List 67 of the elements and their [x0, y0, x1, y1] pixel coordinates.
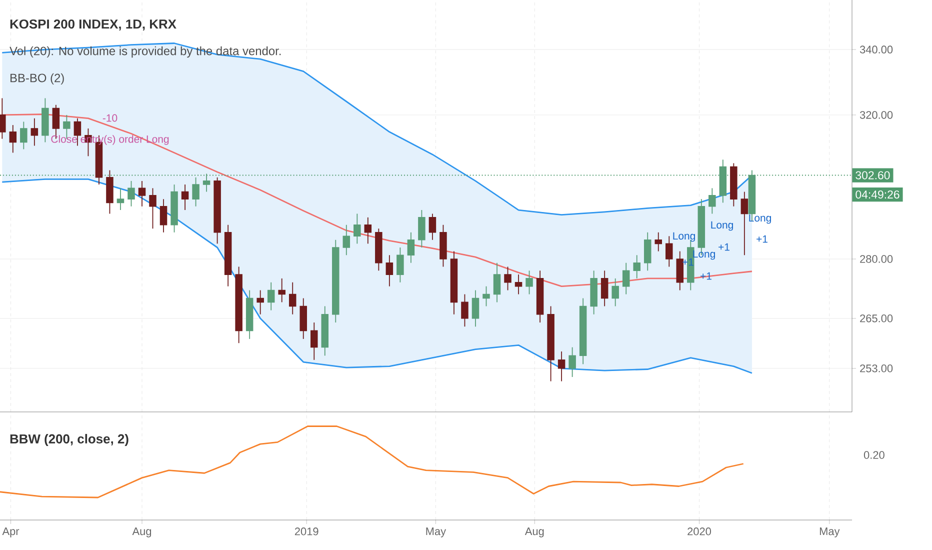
- candlestick: [20, 121, 28, 150]
- candlestick: [568, 346, 576, 378]
- candlestick: [666, 236, 673, 268]
- candlestick: [278, 278, 286, 303]
- candlestick: [149, 188, 156, 230]
- candlestick: [708, 188, 716, 214]
- candlestick: [116, 188, 124, 210]
- candlestick: [504, 266, 512, 291]
- candlestick: [256, 290, 264, 315]
- candlestick: [310, 322, 318, 360]
- y-tick-label: 280.00: [860, 255, 893, 263]
- candlestick: [514, 274, 522, 295]
- candlestick: [364, 216, 372, 244]
- annotation: Long: [673, 232, 695, 242]
- x-tick-label: May: [820, 528, 840, 538]
- candlestick: [461, 294, 468, 328]
- candlestick: [0, 98, 6, 140]
- candlestick: [181, 184, 189, 210]
- candlestick: [396, 247, 404, 283]
- text: 0.20: [864, 451, 884, 459]
- annotation: +1: [718, 243, 730, 251]
- candlestick: [407, 232, 415, 264]
- x-tick-label: Aug: [132, 528, 152, 538]
- text: BBW (200, close, 2): [10, 434, 128, 446]
- y-tick-label: 265.00: [860, 314, 893, 322]
- candlestick: [740, 191, 748, 256]
- x-tick-label: 2019: [294, 528, 318, 536]
- annotation: +1: [756, 235, 768, 243]
- candlestick: [482, 286, 490, 307]
- candlestick: [128, 180, 135, 207]
- candlestick: [267, 282, 275, 311]
- candlestick: [676, 250, 684, 291]
- annotation: -10: [102, 114, 118, 122]
- text: KOSPI 200 INDEX, 1D, KRX: [10, 19, 176, 31]
- text: 04:49:26: [856, 190, 900, 199]
- x-tick-label: May: [426, 528, 446, 538]
- candlestick: [622, 262, 630, 295]
- candlestick: [558, 351, 566, 382]
- annotation: Long: [749, 214, 771, 224]
- candlestick: [493, 262, 501, 303]
- x-tick-label: Aug: [524, 528, 544, 538]
- annotation: Long: [711, 221, 733, 231]
- candlestick: [612, 278, 619, 307]
- ref-line-label: 302.60: [856, 171, 890, 180]
- candlestick: [288, 282, 296, 315]
- candlestick: [160, 198, 168, 233]
- candlestick: [472, 290, 480, 328]
- candlestick: [386, 254, 394, 287]
- candlestick: [633, 254, 640, 279]
- candlestick: [30, 118, 38, 146]
- candlestick: [342, 224, 350, 256]
- x-tick-label: 2020: [688, 528, 711, 536]
- candlestick: [418, 210, 426, 248]
- candlestick: [354, 213, 361, 244]
- candlestick: [9, 124, 17, 154]
- candlestick: [428, 213, 436, 240]
- candlestick: [600, 270, 608, 307]
- candlestick: [526, 270, 533, 295]
- candlestick: [644, 232, 652, 272]
- candlestick: [138, 180, 146, 207]
- annotation: BB-BO (2): [10, 73, 64, 85]
- x-tick-label: Apr: [2, 528, 20, 538]
- y-tick-label: 340.00: [860, 46, 893, 54]
- y-tick-label: 320.00: [860, 111, 893, 119]
- candlestick: [654, 232, 662, 252]
- candlestick: [192, 176, 200, 207]
- y-tick-label: 253.00: [860, 364, 893, 372]
